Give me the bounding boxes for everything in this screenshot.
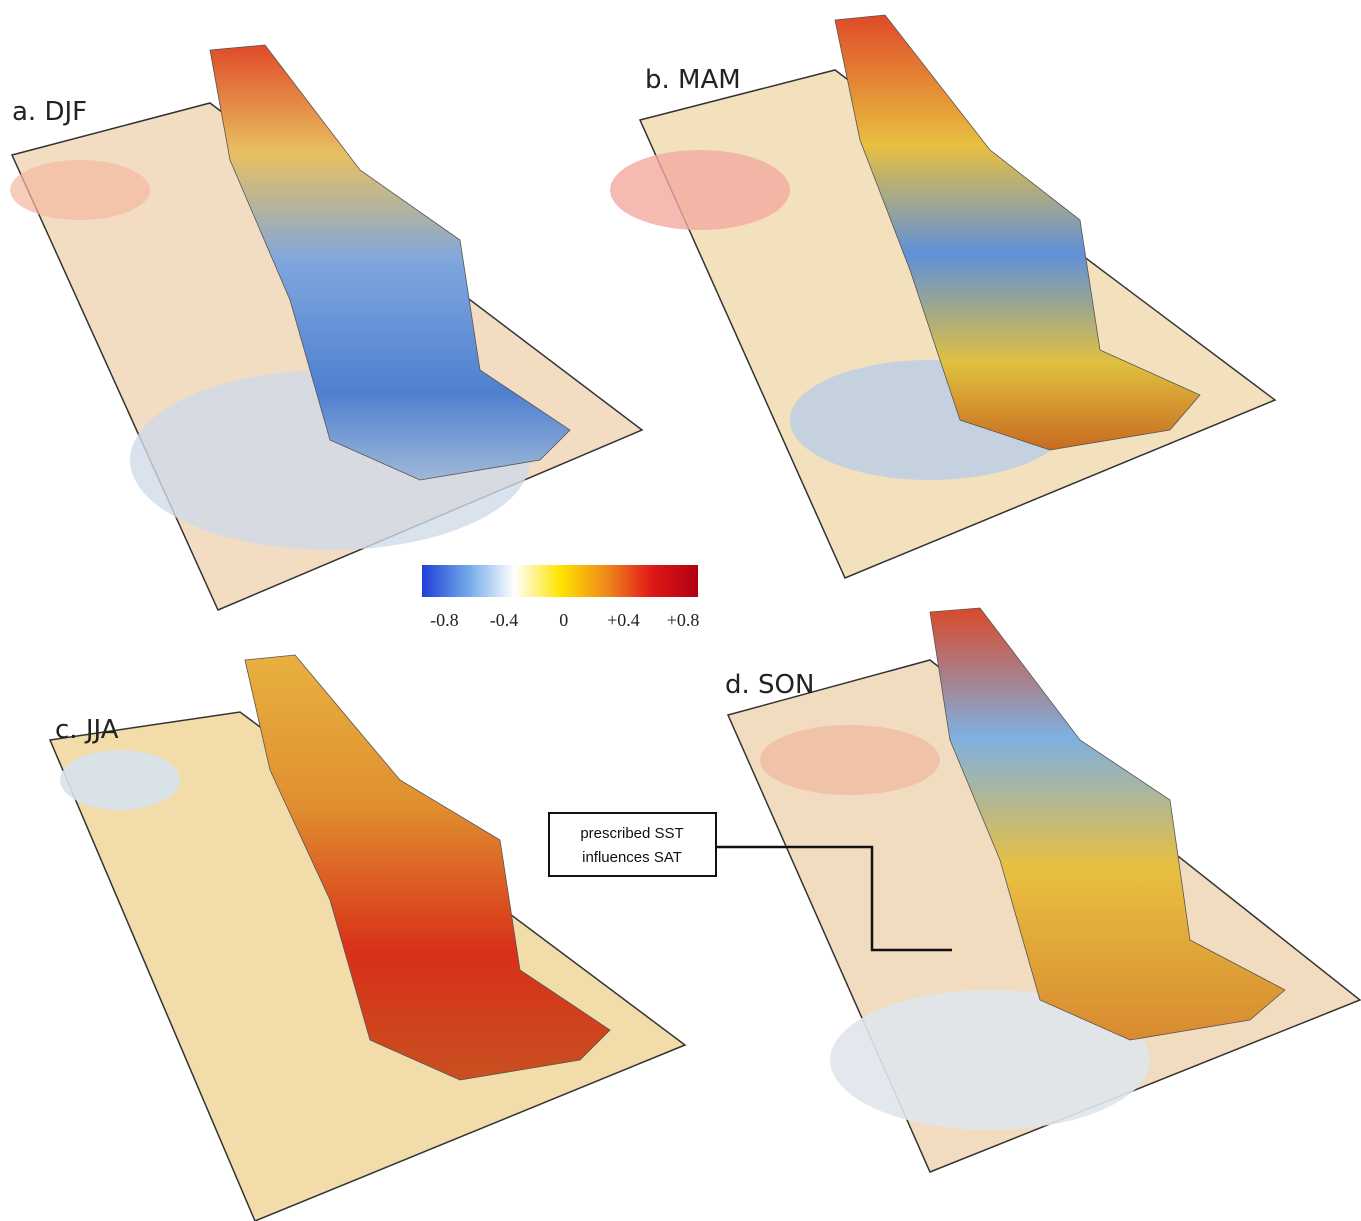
figure: a. DJF b. MAM c. JJA d. SON -0.8 -0.4 0 +0.… (0, 0, 1361, 1221)
colorbar-gradient (422, 565, 698, 597)
colorbar: -0.8 -0.4 0 +0.4 +0.8 (422, 565, 699, 630)
colorbar-tick-label: +0.4 (607, 610, 640, 630)
panel-label: d. SON (725, 670, 814, 700)
annotation-text: prescribed SST (580, 825, 683, 842)
ocean-field (610, 150, 790, 230)
panel-a: a. DJF (10, 45, 642, 610)
panel-d: d. SON (725, 608, 1360, 1172)
panel-label: a. DJF (12, 97, 87, 127)
panel-label: c. JJA (55, 715, 119, 745)
panel-label: b. MAM (645, 65, 741, 95)
panel-c: c. JJA (50, 655, 685, 1221)
colorbar-tick-label: -0.8 (430, 610, 459, 630)
colorbar-tick-label: +0.8 (667, 610, 700, 630)
ocean-field (760, 725, 940, 795)
ocean-field (10, 160, 150, 220)
annotation-box (549, 813, 716, 876)
colorbar-tick-label: 0 (559, 610, 568, 630)
annotation-text: influences SAT (582, 849, 682, 866)
colorbar-tick-label: -0.4 (490, 610, 519, 630)
panel-b: b. MAM (610, 15, 1275, 578)
ocean-field (60, 750, 180, 810)
